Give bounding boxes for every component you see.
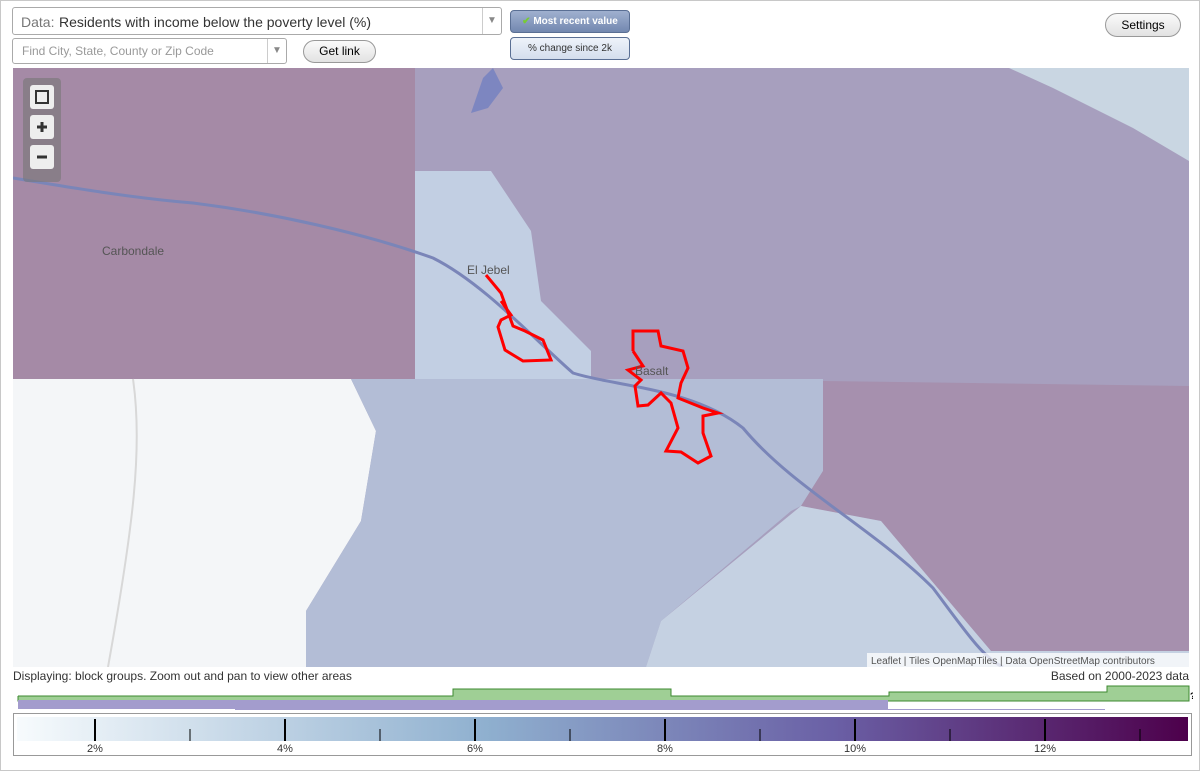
river — [13, 176, 1004, 667]
boundary — [484, 274, 554, 363]
status-text: Displaying: block groups. Zoom out and p… — [13, 669, 352, 683]
legend-gradient — [17, 717, 1188, 741]
legend-label: 10% — [844, 743, 866, 755]
legend-label: 2% — [87, 743, 103, 755]
place-label: Carbondale — [102, 244, 164, 258]
attribution-text: Data — [1005, 656, 1027, 667]
dropdown-arrow: ▼ — [267, 39, 286, 63]
road — [107, 378, 138, 667]
place-label: El Jebel — [467, 263, 510, 277]
attribution: Leaflet | Tiles OpenMapTiles | Data Open… — [871, 656, 1155, 667]
histogram-bar — [18, 700, 888, 709]
boundary — [624, 329, 724, 465]
attribution-text[interactable]: OpenStreetMap — [1029, 656, 1100, 667]
attribution-text[interactable]: Leaflet — [871, 656, 901, 667]
attribution-text: contributors — [1103, 656, 1155, 667]
pct-change-toggle[interactable]: % change since 2k — [510, 37, 630, 60]
legend-label: 12% — [1034, 743, 1056, 755]
lake — [471, 68, 503, 113]
attribution-bg — [867, 653, 1189, 667]
attribution-text: Tiles — [909, 656, 930, 667]
histogram: ? — [17, 685, 1193, 710]
search-placeholder: Find City, State, County or Zip Code — [22, 44, 214, 58]
legend-label: 8% — [657, 743, 673, 755]
plus-icon — [37, 122, 47, 132]
data-select[interactable]: Data: Residents with income below the po… — [12, 7, 502, 35]
fullscreen-icon — [35, 90, 49, 104]
map[interactable]: Carbondale El Jebel Basalt Leaflet | Til… — [13, 68, 1189, 667]
settings-button[interactable]: Settings — [1105, 13, 1181, 37]
region — [1009, 68, 1189, 161]
region — [306, 379, 823, 667]
region — [13, 68, 415, 379]
fullscreen-button[interactable] — [30, 85, 54, 109]
data-label: Data: — [21, 14, 55, 30]
search-input[interactable]: Find City, State, County or Zip Code ▼ — [12, 38, 287, 64]
region — [13, 379, 376, 667]
region — [415, 171, 591, 379]
region — [646, 506, 1189, 667]
place-label: Basalt — [635, 364, 669, 378]
legend-label: 6% — [467, 743, 483, 755]
histogram-area — [17, 685, 1190, 702]
dropdown-arrow: ▼ — [482, 8, 501, 34]
region — [801, 381, 1189, 651]
help[interactable]: ? — [1190, 691, 1193, 701]
get-link-button[interactable]: Get link — [303, 40, 376, 63]
most-recent-label: Most recent value — [533, 16, 618, 27]
histogram-bar — [235, 709, 1105, 710]
status-text: Based on 2000-2023 data — [1050, 669, 1189, 683]
legend-label: 4% — [277, 743, 293, 755]
attribution-text[interactable]: OpenMapTiles — [933, 656, 998, 667]
data-value: Residents with income below the poverty … — [59, 14, 372, 30]
most-recent-toggle[interactable]: ✔ Most recent value — [510, 10, 630, 33]
color-legend: 2% 4% 6% 8% 10% 12% — [13, 713, 1192, 756]
